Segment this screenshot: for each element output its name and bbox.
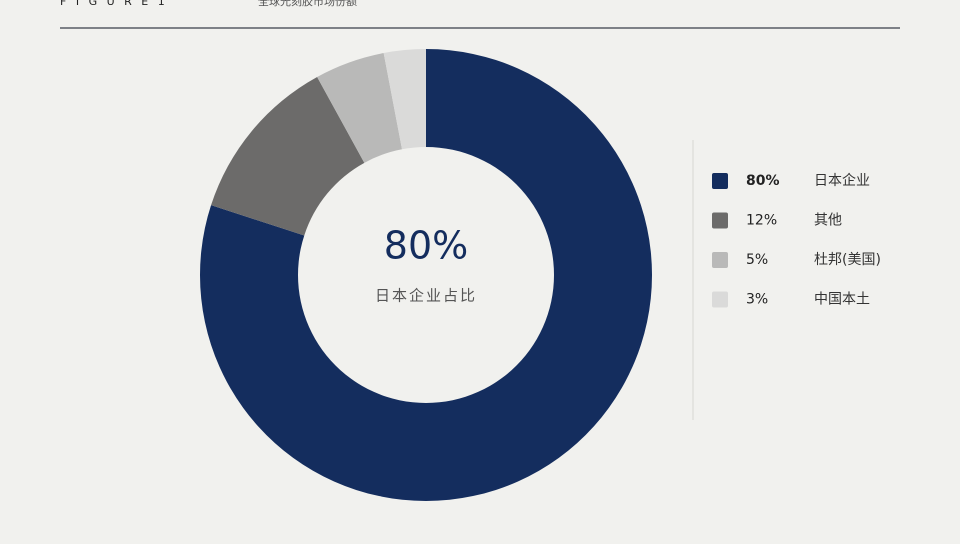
legend-value: 80% (746, 173, 780, 189)
legend-swatch (712, 212, 728, 229)
legend-swatch (712, 291, 728, 308)
legend-swatch (712, 252, 728, 268)
donut-segment (211, 76, 365, 236)
center-value: 80% (384, 224, 468, 268)
legend-label: 日本企业 (814, 172, 870, 189)
legend-swatch (712, 173, 728, 189)
legend-label: 杜邦(美国) (814, 252, 881, 268)
legend-value: 5% (746, 252, 768, 268)
center-label: 日本企业占比 (375, 287, 477, 305)
legend-value: 12% (746, 213, 777, 229)
chart-title: 全球光刻胶市场份额 (258, 0, 357, 8)
donut-segment (383, 49, 426, 150)
legend-label: 其他 (814, 213, 842, 229)
legend-label: 中国本土 (814, 292, 870, 308)
donut-segment (200, 49, 652, 502)
figure-label: F I G U R E 1 (60, 0, 168, 8)
donut-segment (317, 53, 403, 163)
legend-value: 3% (746, 292, 768, 308)
